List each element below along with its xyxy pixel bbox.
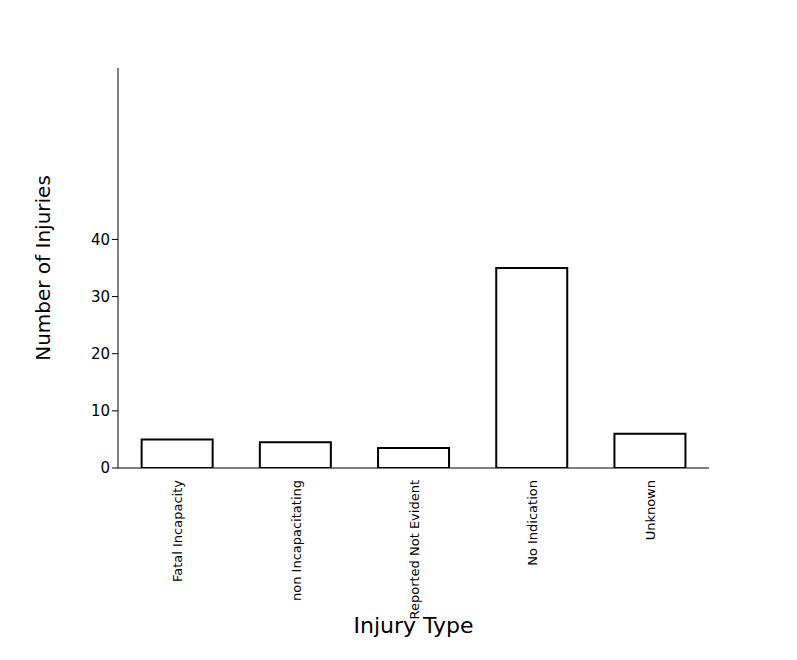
- svg-text:20: 20: [91, 345, 110, 363]
- svg-text:non Incapacitating: non Incapacitating: [289, 480, 304, 601]
- svg-text:Unknown: Unknown: [643, 480, 658, 540]
- svg-text:10: 10: [91, 402, 110, 420]
- svg-text:Fatal Incapacity: Fatal Incapacity: [170, 480, 185, 582]
- svg-text:Reported Not Evident: Reported Not Evident: [407, 480, 422, 620]
- svg-text:No Indication: No Indication: [525, 480, 540, 566]
- svg-text:Injury Type: Injury Type: [353, 613, 473, 638]
- svg-text:Number of Injuries: Number of Injuries: [31, 175, 55, 361]
- svg-text:30: 30: [91, 288, 110, 306]
- svg-text:0: 0: [100, 459, 110, 477]
- svg-text:40: 40: [91, 231, 110, 249]
